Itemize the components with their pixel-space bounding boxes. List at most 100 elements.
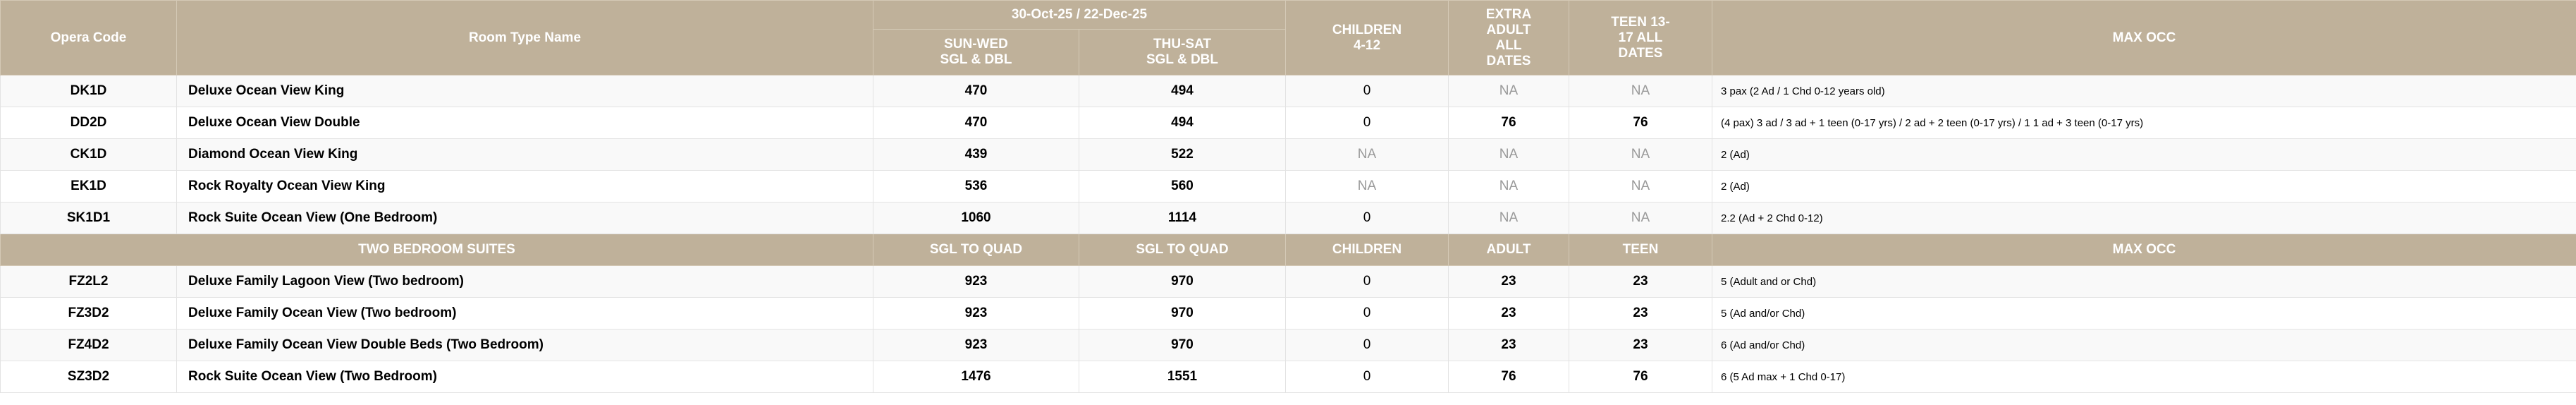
table-row: DK1D Deluxe Ocean View King 470 494 0 NA NA 3 p…: [0, 75, 2576, 107]
sun-wed-rate-cell: 536: [873, 170, 1079, 202]
max-occ-cell: 6 (5 Ad max + 1 Chd 0-17): [1712, 361, 2576, 393]
teen-cell: 23: [1569, 265, 1712, 298]
table-row: FZ3D2 Deluxe Family Ocean View (Two bedro…: [0, 297, 2576, 330]
header-room-type-name: Room Type Name: [176, 0, 873, 75]
teen-cell: 76: [1569, 107, 1712, 139]
room-name-cell: Deluxe Family Ocean View Double Beds (Tw…: [176, 329, 873, 361]
header-teen: TEEN 13- 17 ALL DATES: [1569, 0, 1712, 75]
max-occ-cell: 3 pax (2 Ad / 1 Chd 0-12 years old): [1712, 75, 2576, 107]
header-extra-adult: EXTRA ADULT ALL DATES: [1448, 0, 1569, 75]
opera-code-cell: SZ3D2: [0, 361, 177, 393]
table-row: DD2D Deluxe Ocean View Double 470 494 0 76 76(…: [0, 107, 2576, 139]
sun-wed-rate-cell: 923: [873, 329, 1079, 361]
adult-cell: NA: [1448, 75, 1569, 107]
teen-cell: 23: [1569, 329, 1712, 361]
section-sgl-to-quad-2: SGL TO QUAD: [1079, 234, 1286, 266]
table-row: FZ2L2 Deluxe Family Lagoon View (Two bedr…: [0, 265, 2576, 298]
sun-wed-rate-cell: 923: [873, 297, 1079, 330]
max-occ-cell: (4 pax) 3 ad / 3 ad + 1 teen (0-17 yrs) …: [1712, 107, 2576, 139]
adult-cell: 23: [1448, 265, 1569, 298]
thu-sat-rate-cell: 970: [1079, 329, 1286, 361]
adult-cell: NA: [1448, 170, 1569, 202]
max-occ-cell: 6 (Ad and/or Chd): [1712, 329, 2576, 361]
opera-code-cell: CK1D: [0, 138, 177, 171]
opera-code-cell: FZ2L2: [0, 265, 177, 298]
children-cell: 0: [1285, 361, 1449, 393]
children-cell: 0: [1285, 297, 1449, 330]
room-name-cell: Deluxe Ocean View King: [176, 75, 873, 107]
thu-sat-rate-cell: 970: [1079, 297, 1286, 330]
opera-code-cell: FZ3D2: [0, 297, 177, 330]
teen-cell: NA: [1569, 170, 1712, 202]
teen-cell: 76: [1569, 361, 1712, 393]
sun-wed-rate-cell: 1476: [873, 361, 1079, 393]
teen-cell: NA: [1569, 75, 1712, 107]
section-adult: ADULT: [1448, 234, 1569, 266]
children-cell: NA: [1285, 170, 1449, 202]
thu-sat-rate-cell: 1114: [1079, 202, 1286, 234]
max-occ-cell: 2 (Ad): [1712, 170, 2576, 202]
opera-code-cell: SK1D1: [0, 202, 177, 234]
room-name-cell: Rock Suite Ocean View (Two Bedroom): [176, 361, 873, 393]
table-body: DK1D Deluxe Ocean View King 470 494 0 NA NA 3 p…: [0, 75, 2576, 393]
children-cell: 0: [1285, 107, 1449, 139]
section-sgl-to-quad-1: SGL TO QUAD: [873, 234, 1079, 266]
adult-cell: 76: [1448, 361, 1569, 393]
thu-sat-rate-cell: 560: [1079, 170, 1286, 202]
teen-cell: 23: [1569, 297, 1712, 330]
room-name-cell: Rock Suite Ocean View (One Bedroom): [176, 202, 873, 234]
table-row: CK1D Diamond Ocean View King 439 522 NA NA NA 2…: [0, 138, 2576, 171]
section-max-occ: MAX OCC: [1712, 234, 2576, 266]
max-occ-cell: 2.2 (Ad + 2 Chd 0-12): [1712, 202, 2576, 234]
children-cell: NA: [1285, 138, 1449, 171]
thu-sat-rate-cell: 970: [1079, 265, 1286, 298]
opera-code-cell: DK1D: [0, 75, 177, 107]
max-occ-cell: 5 (Ad and/or Chd): [1712, 297, 2576, 330]
adult-cell: NA: [1448, 138, 1569, 171]
adult-cell: NA: [1448, 202, 1569, 234]
thu-sat-rate-cell: 1551: [1079, 361, 1286, 393]
adult-cell: 23: [1448, 297, 1569, 330]
teen-cell: NA: [1569, 138, 1712, 171]
room-name-cell: Deluxe Family Ocean View (Two bedroom): [176, 297, 873, 330]
sun-wed-rate-cell: 923: [873, 265, 1079, 298]
children-cell: 0: [1285, 265, 1449, 298]
max-occ-cell: 2 (Ad): [1712, 138, 2576, 171]
header-sun-wed: SUN-WED SGL & DBL: [873, 29, 1079, 75]
opera-code-cell: FZ4D2: [0, 329, 177, 361]
adult-cell: 76: [1448, 107, 1569, 139]
header-thu-sat: THU-SAT SGL & DBL: [1079, 29, 1286, 75]
sun-wed-rate-cell: 1060: [873, 202, 1079, 234]
teen-cell: NA: [1569, 202, 1712, 234]
rate-table: Opera Code Room Type Name 30-Oct-25 / 22…: [0, 0, 2576, 393]
section-children: CHILDREN: [1285, 234, 1449, 266]
thu-sat-rate-cell: 494: [1079, 75, 1286, 107]
sun-wed-rate-cell: 470: [873, 107, 1079, 139]
room-name-cell: Deluxe Family Lagoon View (Two bedroom): [176, 265, 873, 298]
table-row: SK1D1 Rock Suite Ocean View (One Bedroom)…: [0, 202, 2576, 234]
opera-code-cell: DD2D: [0, 107, 177, 139]
room-name-cell: Diamond Ocean View King: [176, 138, 873, 171]
table-row: SZ3D2 Rock Suite Ocean View (Two Bedroom)…: [0, 361, 2576, 393]
sun-wed-rate-cell: 470: [873, 75, 1079, 107]
table-row: EK1D Rock Royalty Ocean View King 536 560 NA…: [0, 170, 2576, 202]
header-children: CHILDREN 4-12: [1285, 0, 1449, 75]
children-cell: 0: [1285, 75, 1449, 107]
section-title: TWO BEDROOM SUITES: [0, 234, 873, 266]
table-row: FZ4D2 Deluxe Family Ocean View Double Bed…: [0, 329, 2576, 361]
header-max-occ: MAX OCC: [1712, 0, 2576, 75]
children-cell: 0: [1285, 329, 1449, 361]
section-teen: TEEN: [1569, 234, 1712, 266]
max-occ-cell: 5 (Adult and or Chd): [1712, 265, 2576, 298]
header-opera-code: Opera Code: [0, 0, 177, 75]
room-name-cell: Rock Royalty Ocean View King: [176, 170, 873, 202]
sun-wed-rate-cell: 439: [873, 138, 1079, 171]
thu-sat-rate-cell: 522: [1079, 138, 1286, 171]
opera-code-cell: EK1D: [0, 170, 177, 202]
thu-sat-rate-cell: 494: [1079, 107, 1286, 139]
room-name-cell: Deluxe Ocean View Double: [176, 107, 873, 139]
section-header-row: TWO BEDROOM SUITES SGL TO QUAD SGL TO QUAD…: [0, 234, 2576, 266]
adult-cell: 23: [1448, 329, 1569, 361]
header-date-range: 30-Oct-25 / 22-Dec-25: [873, 0, 1286, 30]
children-cell: 0: [1285, 202, 1449, 234]
